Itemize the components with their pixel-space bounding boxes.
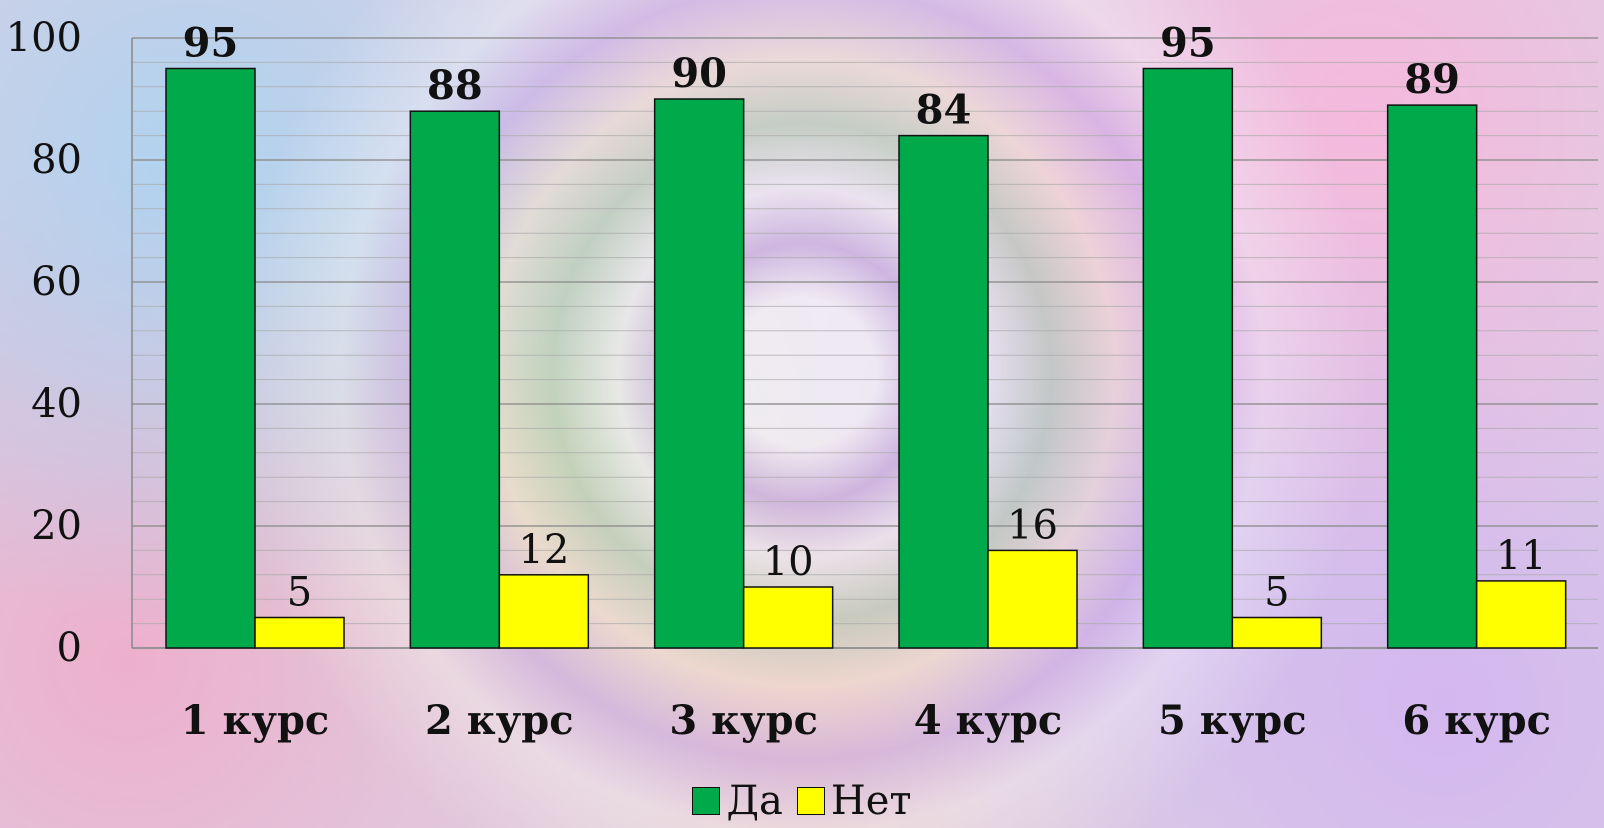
y-tick-label: 60: [31, 259, 82, 305]
x-tick-label: 4 курс: [914, 697, 1063, 744]
legend: Да Нет: [0, 778, 1604, 824]
data-label-yes: 88: [427, 62, 483, 109]
legend-item-yes: Да: [692, 778, 783, 824]
bar-no: [1475, 580, 1567, 649]
legend-swatch-yes: [692, 787, 721, 815]
bar-no: [987, 549, 1078, 649]
y-tick-label: 80: [31, 137, 82, 183]
y-tick-label: 40: [31, 381, 82, 427]
bar-yes: [1142, 67, 1234, 649]
bar-chart: 0 20 40 60 80 100 95 5 88 12 90 10 84 16 95 5 89 11 1 ку…: [6, 15, 1598, 744]
bar-yes: [898, 134, 989, 649]
data-label-yes: 95: [183, 20, 239, 67]
bar-no: [254, 616, 345, 649]
bar-no: [498, 574, 590, 649]
y-tick-label: 0: [57, 625, 82, 671]
data-label-yes: 90: [671, 50, 727, 97]
x-tick-label: 3 курс: [669, 697, 818, 744]
legend-label-no: Нет: [830, 778, 912, 824]
data-label-yes: 89: [1404, 56, 1460, 103]
bars: [165, 67, 1567, 649]
data-label-no: 11: [1496, 533, 1547, 579]
bar-yes: [653, 98, 745, 649]
bar-yes: [1386, 104, 1478, 649]
x-tick-label: 6 курс: [1402, 697, 1551, 744]
bar-yes: [165, 67, 256, 649]
data-label-no: 16: [1007, 502, 1058, 548]
y-tick-label: 100: [6, 15, 82, 61]
data-label-no: 10: [763, 539, 814, 585]
bar-yes: [409, 110, 501, 649]
legend-item-no: Нет: [796, 778, 912, 824]
data-label-no: 5: [1264, 570, 1289, 616]
data-label-no: 12: [518, 527, 569, 573]
y-axis: 0 20 40 60 80 100: [6, 15, 82, 671]
data-label-yes: 84: [916, 87, 972, 134]
x-tick-label: 5 курс: [1158, 697, 1307, 744]
legend-label-yes: Да: [726, 778, 783, 824]
bar-no: [742, 586, 834, 649]
x-tick-label: 1 курс: [181, 697, 330, 744]
x-tick-label: 2 курс: [425, 697, 574, 744]
gridlines: [131, 37, 1598, 649]
data-label-no: 5: [287, 570, 312, 616]
x-axis: 1 курс 2 курс 3 курс 4 курс 5 курс 6 курс: [181, 697, 1551, 744]
data-labels: 95 5 88 12 90 10 84 16 95 5 89 11: [183, 20, 1547, 616]
legend-swatch-no: [796, 787, 825, 815]
bar-no: [1231, 616, 1323, 649]
data-label-yes: 95: [1160, 20, 1216, 67]
y-tick-label: 20: [31, 503, 82, 549]
